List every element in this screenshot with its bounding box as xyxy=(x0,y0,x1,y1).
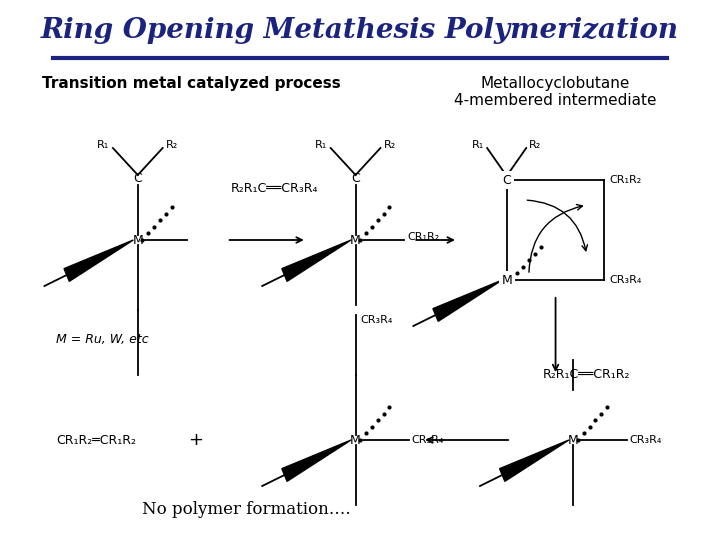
Text: R₂: R₂ xyxy=(166,140,179,150)
Text: M: M xyxy=(568,434,579,447)
Text: R₁: R₁ xyxy=(97,140,109,150)
Text: R₁: R₁ xyxy=(315,140,327,150)
Polygon shape xyxy=(282,240,351,281)
Text: M: M xyxy=(350,434,361,447)
Text: No polymer formation….: No polymer formation…. xyxy=(143,502,351,518)
Text: M: M xyxy=(350,233,361,246)
Text: CR₃R₄: CR₃R₄ xyxy=(412,435,444,445)
Text: Ring Opening Metathesis Polymerization: Ring Opening Metathesis Polymerization xyxy=(41,17,679,44)
Text: R₁: R₁ xyxy=(472,140,485,150)
Text: M = Ru, W, etc: M = Ru, W, etc xyxy=(56,334,148,347)
Text: R₂R₁C══CR₃R₄: R₂R₁C══CR₃R₄ xyxy=(231,181,319,194)
Text: Transition metal catalyzed process: Transition metal catalyzed process xyxy=(42,76,341,91)
Text: R₂: R₂ xyxy=(384,140,396,150)
Text: CR₃R₄: CR₃R₄ xyxy=(360,315,392,325)
Text: C: C xyxy=(503,173,511,186)
Text: CR₁R₂: CR₁R₂ xyxy=(609,175,641,185)
Text: 4-membered intermediate: 4-membered intermediate xyxy=(454,93,657,108)
Text: C: C xyxy=(133,172,142,185)
Text: R₂: R₂ xyxy=(529,140,541,150)
Text: +: + xyxy=(188,431,203,449)
Text: M: M xyxy=(501,273,512,287)
Text: CR₁R₂: CR₁R₂ xyxy=(407,232,439,242)
Polygon shape xyxy=(500,440,569,481)
Text: R₂R₁C══CR₁R₂: R₂R₁C══CR₁R₂ xyxy=(543,368,631,381)
Text: Metallocyclobutane: Metallocyclobutane xyxy=(481,76,630,91)
Text: M: M xyxy=(132,233,143,246)
Polygon shape xyxy=(282,440,351,481)
Text: CR₃R₄: CR₃R₄ xyxy=(629,435,662,445)
Polygon shape xyxy=(433,280,503,321)
Polygon shape xyxy=(64,240,133,281)
Text: C: C xyxy=(351,172,360,185)
Text: CR₁R₂═CR₁R₂: CR₁R₂═CR₁R₂ xyxy=(56,434,136,447)
Text: CR₃R₄: CR₃R₄ xyxy=(609,275,642,285)
